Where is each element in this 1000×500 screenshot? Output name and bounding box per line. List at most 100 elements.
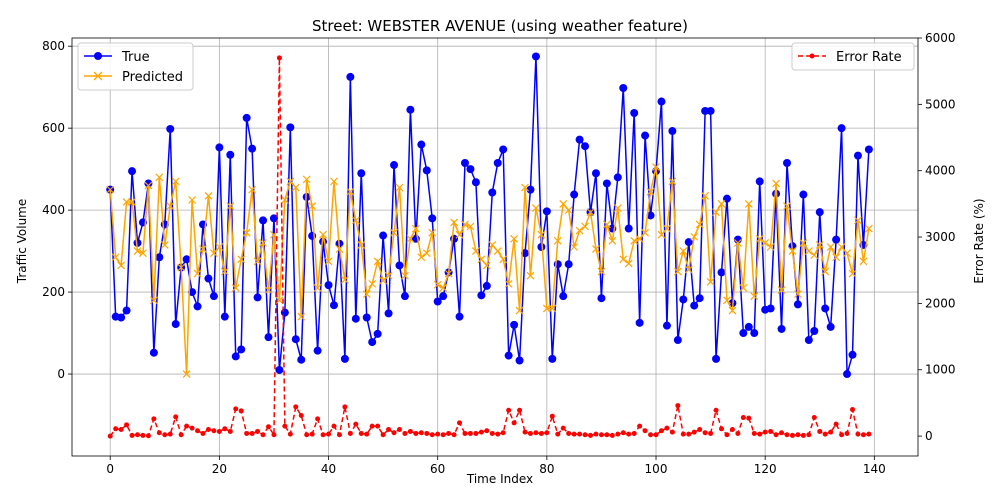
data-point-error-rate bbox=[282, 423, 288, 429]
data-point-true bbox=[690, 301, 699, 310]
x-tick-label: 100 bbox=[645, 462, 668, 476]
data-point-error-rate bbox=[440, 432, 446, 438]
data-point-true bbox=[777, 324, 786, 333]
data-point-true bbox=[635, 318, 644, 327]
data-point-true bbox=[575, 135, 584, 144]
data-point-error-rate bbox=[637, 423, 643, 429]
data-point-error-rate bbox=[855, 431, 861, 437]
data-point-true bbox=[526, 185, 535, 194]
chart-title: Street: WEBSTER AVENUE (using weather fe… bbox=[312, 17, 688, 35]
legend-predicted-marker bbox=[93, 71, 103, 81]
data-point-true bbox=[286, 123, 295, 132]
data-point-predicted bbox=[220, 267, 229, 276]
data-point-true bbox=[750, 329, 759, 338]
data-point-error-rate bbox=[244, 430, 250, 436]
data-point-predicted bbox=[106, 185, 115, 194]
data-point-predicted bbox=[411, 224, 420, 233]
data-point-true bbox=[428, 214, 437, 223]
data-point-true bbox=[853, 151, 862, 160]
data-point-error-rate bbox=[113, 426, 119, 432]
data-point-predicted bbox=[652, 163, 660, 172]
data-point-error-rate bbox=[757, 431, 763, 437]
data-point-error-rate bbox=[740, 415, 746, 421]
data-point-true bbox=[679, 295, 688, 304]
data-point-true bbox=[259, 216, 268, 225]
data-point-predicted bbox=[581, 222, 589, 231]
data-point-error-rate bbox=[462, 430, 468, 436]
data-point-error-rate bbox=[549, 413, 555, 419]
data-point-true bbox=[843, 370, 852, 379]
data-point-predicted bbox=[826, 243, 835, 251]
data-point-error-rate bbox=[238, 408, 244, 414]
data-point-error-rate bbox=[315, 416, 321, 422]
data-point-error-rate bbox=[178, 432, 184, 438]
data-point-predicted bbox=[668, 177, 677, 186]
data-point-true bbox=[695, 294, 704, 303]
data-point-error-rate bbox=[424, 430, 430, 436]
data-point-error-rate bbox=[140, 432, 146, 438]
data-point-error-rate bbox=[779, 430, 785, 436]
data-point-error-rate bbox=[200, 430, 206, 436]
data-point-error-rate bbox=[429, 432, 435, 438]
data-point-true bbox=[591, 169, 600, 178]
data-point-predicted bbox=[188, 195, 197, 204]
data-point-true bbox=[837, 124, 846, 133]
data-point-predicted bbox=[521, 183, 529, 192]
data-point-error-rate bbox=[173, 414, 179, 420]
data-point-predicted bbox=[133, 247, 142, 256]
data-point-error-rate bbox=[331, 423, 337, 429]
data-point-predicted bbox=[242, 228, 251, 237]
data-point-error-rate bbox=[833, 421, 839, 427]
legend-entry-predicted: Predicted bbox=[84, 70, 183, 85]
data-point-true bbox=[422, 166, 431, 175]
data-point-true bbox=[133, 238, 142, 247]
data-point-error-rate bbox=[828, 429, 834, 435]
data-point-predicted bbox=[619, 255, 628, 264]
data-point-error-rate bbox=[364, 431, 370, 437]
data-point-predicted bbox=[422, 249, 431, 258]
data-point-predicted bbox=[783, 202, 791, 210]
data-point-predicted bbox=[177, 263, 186, 272]
data-point-error-rate bbox=[789, 432, 795, 438]
data-point-true bbox=[815, 208, 824, 217]
data-point-predicted bbox=[592, 245, 600, 253]
data-point-predicted bbox=[193, 269, 202, 278]
data-point-true bbox=[488, 188, 497, 197]
data-point-error-rate bbox=[506, 407, 512, 413]
data-point-error-rate bbox=[500, 430, 506, 436]
data-point-error-rate bbox=[560, 425, 566, 431]
legend-left: True Predicted bbox=[77, 42, 194, 91]
data-point-predicted bbox=[226, 202, 235, 210]
data-point-predicted bbox=[750, 292, 759, 301]
data-point-error-rate bbox=[347, 430, 353, 436]
data-point-predicted bbox=[575, 226, 584, 235]
data-point-predicted bbox=[793, 290, 802, 299]
data-point-predicted bbox=[373, 257, 382, 266]
data-point-predicted bbox=[139, 249, 147, 258]
data-point-error-rate bbox=[107, 433, 113, 439]
data-point-true bbox=[253, 293, 262, 302]
data-point-error-rate bbox=[156, 430, 162, 436]
data-point-predicted bbox=[624, 259, 633, 268]
data-point-error-rate bbox=[304, 432, 310, 438]
data-point-predicted bbox=[690, 232, 699, 241]
data-point-error-rate bbox=[577, 431, 583, 437]
data-point-error-rate bbox=[418, 430, 424, 436]
data-point-predicted bbox=[384, 271, 393, 280]
data-point-error-rate bbox=[211, 428, 217, 434]
y2-tick-label: 6000 bbox=[925, 31, 956, 45]
y-axis-label: Traffic Volume bbox=[15, 199, 29, 285]
data-point-error-rate bbox=[648, 432, 654, 438]
data-point-predicted bbox=[864, 224, 873, 233]
data-point-error-rate bbox=[489, 430, 495, 436]
data-point-predicted bbox=[401, 271, 409, 280]
data-point-true bbox=[439, 292, 448, 301]
data-point-true bbox=[275, 365, 284, 374]
y2-tick-label: 2000 bbox=[925, 296, 956, 310]
data-point-true bbox=[602, 179, 611, 188]
data-point-predicted bbox=[357, 241, 366, 249]
data-point-predicted bbox=[804, 247, 813, 256]
data-point-true bbox=[657, 97, 666, 106]
data-point-predicted bbox=[766, 243, 775, 251]
